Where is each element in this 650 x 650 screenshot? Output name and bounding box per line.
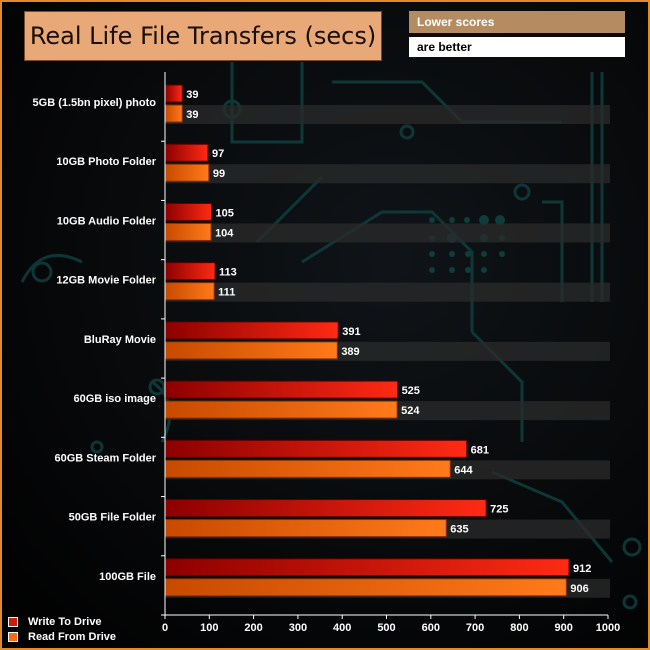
category-band	[165, 223, 610, 243]
legend-item-read: Read From Drive	[8, 629, 116, 644]
x-tick-label: 400	[333, 622, 351, 634]
data-label: 635	[450, 524, 468, 536]
bar-read	[164, 282, 215, 301]
bar-write	[164, 380, 399, 399]
x-tick-label: 0	[162, 622, 168, 634]
bar-read	[164, 163, 210, 182]
legend-swatch-write	[8, 616, 18, 627]
bar-write	[164, 499, 487, 518]
data-label: 725	[490, 504, 508, 516]
x-tick-label: 700	[466, 622, 484, 634]
data-label: 912	[573, 563, 591, 575]
x-tick-label: 100	[200, 622, 218, 634]
data-label: 391	[342, 326, 360, 338]
bar-read	[164, 222, 212, 241]
legend: Write To Drive Read From Drive	[8, 614, 116, 644]
category-band	[165, 282, 610, 302]
bar-write	[164, 202, 213, 221]
category-label: 5GB (1.5bn pixel) photo	[33, 97, 157, 109]
bar-write	[164, 262, 216, 281]
data-label: 524	[401, 405, 420, 417]
note-lower-scores: Lower scores	[409, 11, 625, 33]
legend-label-read: Read From Drive	[28, 630, 117, 643]
bar-read	[164, 459, 451, 478]
category-label: 10GB Audio Folder	[57, 215, 157, 227]
legend-item-write: Write To Drive	[8, 614, 116, 629]
x-tick-label: 500	[377, 622, 395, 634]
data-label: 389	[341, 346, 359, 358]
legend-label-write: Write To Drive	[28, 615, 102, 628]
data-label: 97	[212, 148, 224, 160]
x-tick-label: 300	[289, 622, 307, 634]
labels-layer: 5GB (1.5bn pixel) photo 39 39 10GB Photo Fo…	[33, 89, 621, 634]
bar-read	[164, 578, 567, 597]
bar-write	[164, 558, 570, 577]
bar-write	[164, 439, 468, 458]
circuit-decoration	[20, 62, 642, 610]
bar-write	[164, 84, 183, 103]
data-label: 906	[570, 583, 588, 595]
x-tick-label: 900	[555, 622, 573, 634]
x-tick-label: 200	[244, 622, 262, 634]
x-tick-label: 1000	[596, 622, 620, 634]
chart-title: Real Life File Transfers (secs)	[24, 11, 382, 61]
data-label: 39	[186, 89, 198, 101]
category-band	[165, 164, 610, 184]
category-label: 60GB Steam Folder	[55, 452, 157, 464]
bar-read	[164, 400, 398, 419]
bars-layer	[164, 84, 570, 597]
data-label: 105	[216, 207, 234, 219]
data-label: 104	[215, 227, 234, 239]
category-label: 12GB Movie Folder	[56, 275, 156, 287]
category-label: BluRay Movie	[84, 334, 156, 346]
data-label: 111	[218, 287, 235, 299]
category-label: 50GB File Folder	[69, 512, 157, 524]
bar-read	[164, 341, 338, 360]
note-are-better: are better	[409, 37, 625, 57]
axes-layer	[161, 72, 609, 619]
x-tick-label: 800	[510, 622, 528, 634]
category-label: 100GB File	[99, 571, 156, 583]
data-label: 39	[186, 109, 198, 121]
bar-read	[164, 519, 447, 538]
bar-read	[164, 104, 183, 123]
category-label: 60GB iso image	[73, 393, 156, 405]
category-label: 10GB Photo Folder	[56, 156, 156, 168]
x-tick-label: 600	[422, 622, 440, 634]
data-label: 99	[213, 168, 225, 180]
bar-write	[164, 321, 339, 340]
data-label: 525	[402, 385, 420, 397]
legend-swatch-read	[8, 631, 18, 642]
bar-write	[164, 143, 209, 162]
data-label: 113	[219, 267, 237, 279]
category-band	[165, 105, 610, 124]
data-label: 681	[471, 444, 489, 456]
data-label: 644	[454, 464, 473, 476]
